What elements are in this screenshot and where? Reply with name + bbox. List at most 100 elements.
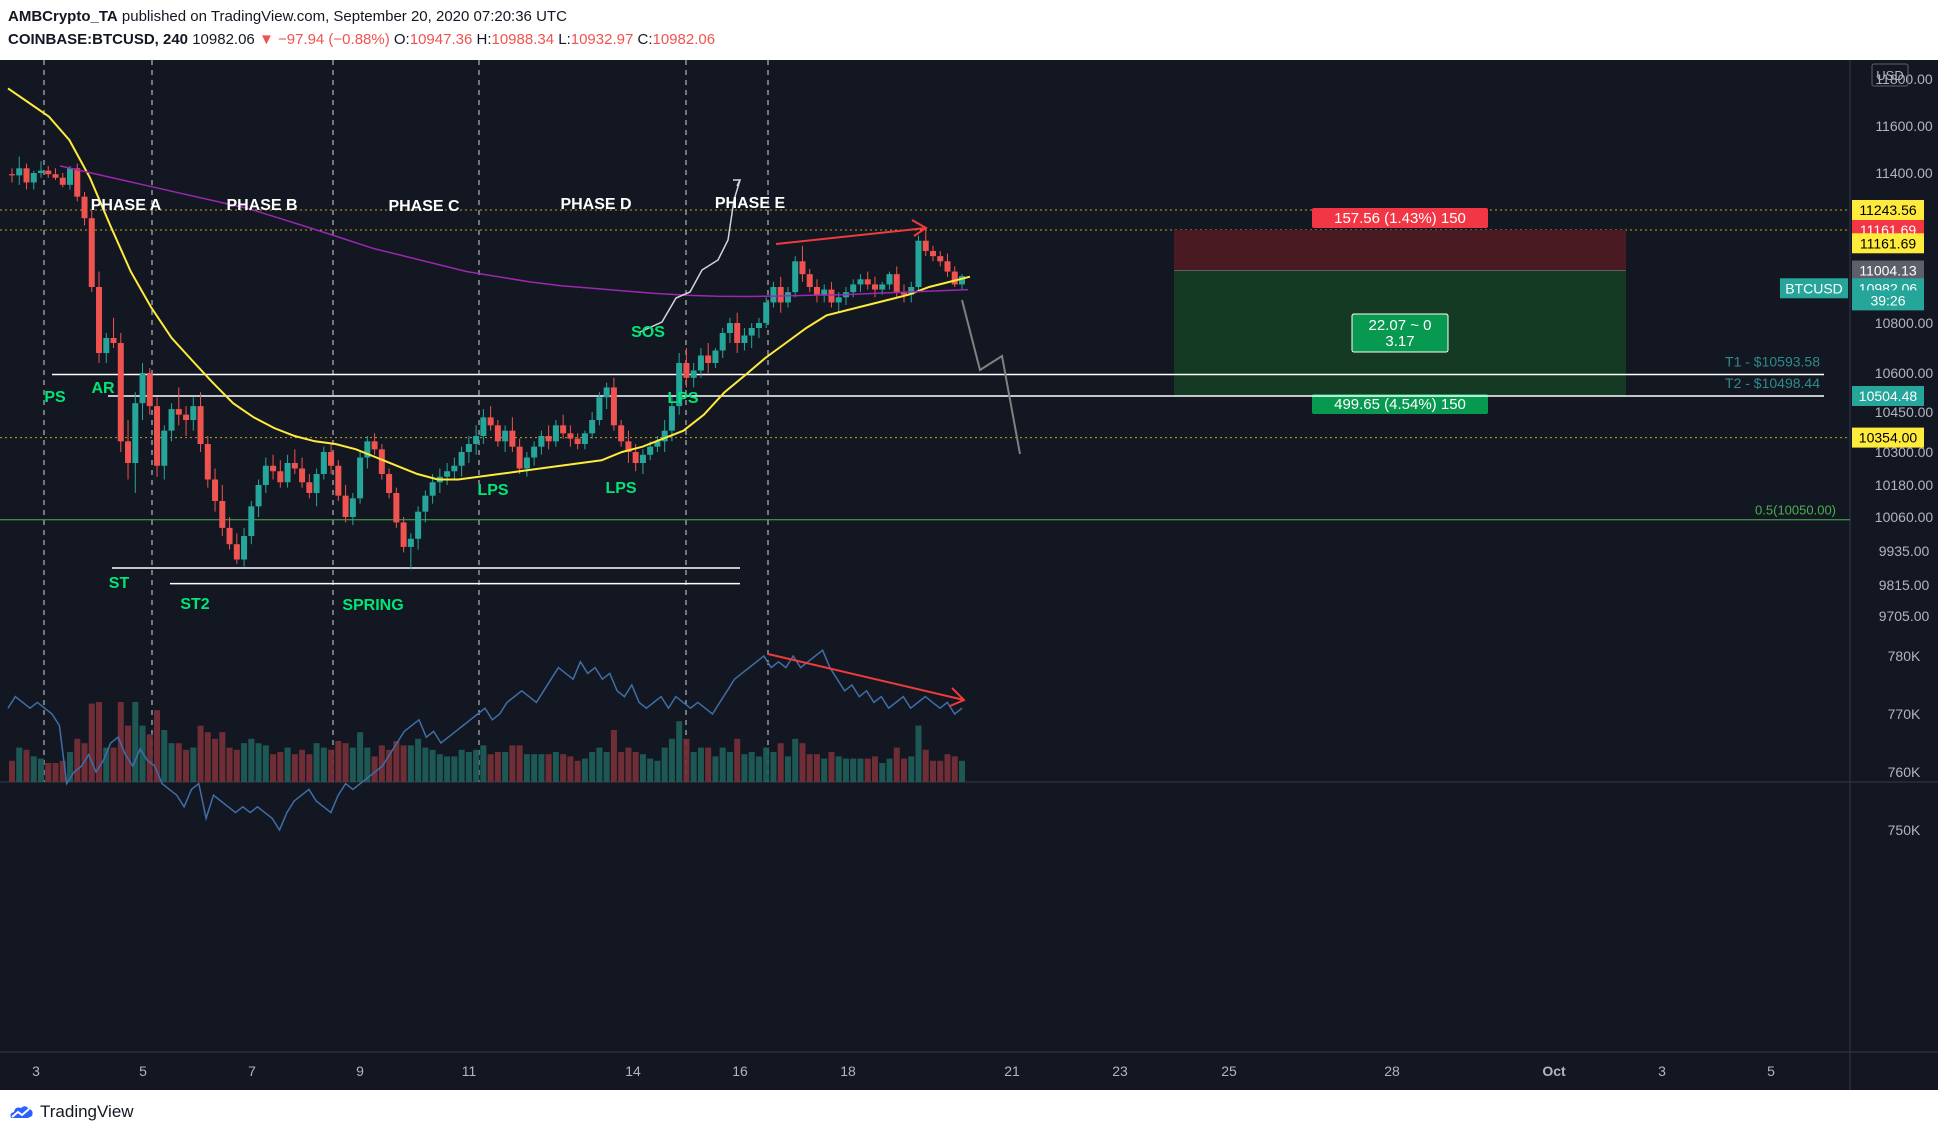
chart-area[interactable]: 0.5(10050.00) 157.56 (1.43%) 150 499.65 (4… <box>0 60 1938 1090</box>
candle-body <box>531 446 538 458</box>
candle-body <box>364 441 371 458</box>
price-tick: 10600.00 <box>1875 365 1934 381</box>
volume-bar <box>284 747 291 782</box>
candle-body <box>204 444 211 480</box>
volume-bar <box>357 732 364 782</box>
volume-bar <box>893 747 900 782</box>
volume-bar <box>168 743 175 782</box>
candle-body <box>610 387 617 426</box>
time-tick: 14 <box>625 1063 641 1079</box>
price-chart[interactable]: 0.5(10050.00) 157.56 (1.43%) 150 499.65 (4… <box>0 60 1938 1090</box>
candle-body <box>407 538 414 547</box>
volume-bar <box>110 747 117 782</box>
volume-bar <box>857 758 864 782</box>
fib-label: 0.5(10050.00) <box>1755 503 1836 518</box>
volume-bar <box>349 747 356 782</box>
time-tick: 21 <box>1004 1063 1020 1079</box>
volume-bar <box>23 749 30 782</box>
volume-bar <box>777 743 784 782</box>
volume-bar <box>473 749 480 782</box>
candle-body <box>668 406 675 431</box>
tradingview-logo[interactable]: TradingView <box>8 1102 134 1122</box>
price-axis-label: 11004.13 <box>1859 263 1917 279</box>
volume-bar <box>407 745 414 782</box>
volume-bar <box>487 754 494 782</box>
volume-bar <box>864 758 871 782</box>
candle-body <box>625 441 632 452</box>
volume-bar <box>813 754 820 782</box>
candle-body <box>944 261 951 272</box>
volume-bar <box>175 743 182 782</box>
candle-body <box>487 417 494 426</box>
candle-body <box>386 474 393 493</box>
open-value: 10947.36 <box>409 31 473 48</box>
header <box>0 0 1938 60</box>
volume-bar <box>596 747 603 782</box>
candle-body <box>589 420 596 434</box>
volume-bar <box>146 734 153 782</box>
wyckoff-label: LPS <box>605 480 636 497</box>
candle-body <box>864 279 871 285</box>
volume-bar <box>132 702 139 782</box>
candle-body <box>451 465 458 472</box>
symbol: COINBASE:BTCUSD, 240 <box>8 31 189 48</box>
volume-bar <box>589 752 596 782</box>
candle-body <box>88 218 95 288</box>
volume-bar <box>277 752 284 782</box>
obv-tick: 770K <box>1888 706 1921 722</box>
volume-bar <box>415 738 422 782</box>
price-tick: 9705.00 <box>1879 608 1930 624</box>
obv-divergence-line <box>767 653 965 701</box>
volume-bar <box>683 738 690 782</box>
candle-body <box>59 177 66 185</box>
candle-body <box>415 511 422 539</box>
volume-bar <box>560 754 567 782</box>
close-value: 10982.06 <box>652 31 716 48</box>
candle-body <box>480 417 487 436</box>
volume-bar <box>161 730 168 782</box>
candle-body <box>146 373 153 407</box>
candle-body <box>371 441 378 450</box>
obv-divergence-arrowhead <box>949 687 966 707</box>
candle-body <box>38 170 45 173</box>
candle-body <box>748 328 755 336</box>
candle-body <box>850 284 857 293</box>
volume-bar <box>959 760 965 782</box>
price-tick: 10300.00 <box>1875 444 1934 460</box>
volume-bar <box>154 710 161 782</box>
volume-bar <box>451 756 458 782</box>
ohlc-line: COINBASE:BTCUSD, 240 10982.06 ▼ −97.94 (… <box>8 31 715 48</box>
candle-body <box>262 465 269 485</box>
volume-bar <box>88 703 95 782</box>
volume-bar <box>59 760 66 782</box>
candle-body <box>81 196 88 219</box>
candle-body <box>516 446 523 469</box>
volume-bar <box>422 747 429 782</box>
candle-body <box>132 403 139 463</box>
candle-body <box>175 409 182 415</box>
candle-body <box>328 452 335 466</box>
candle-body <box>154 406 161 466</box>
volume-bar <box>458 749 465 782</box>
candle-body <box>879 284 886 290</box>
author[interactable]: AMBCrypto_TA <box>8 8 118 25</box>
price-tick: 10180.00 <box>1875 477 1934 493</box>
candle-body <box>473 436 480 444</box>
candle-body <box>342 495 349 517</box>
tradingview-brand: TradingView <box>40 1102 134 1121</box>
candle-body <box>755 323 762 328</box>
candle-body <box>828 289 835 303</box>
volume-bar <box>509 745 516 782</box>
candle-body <box>922 240 929 252</box>
candle-body <box>125 441 132 463</box>
volume-bar <box>9 760 15 782</box>
candle-body <box>103 338 110 353</box>
volume-bar <box>552 752 559 782</box>
volume-bar <box>676 721 683 782</box>
candle-body <box>23 168 30 183</box>
candle-body <box>494 425 501 442</box>
candle-body <box>212 479 219 501</box>
volume-bar <box>204 732 211 782</box>
candle-body <box>560 425 567 434</box>
volume-bar <box>183 749 190 782</box>
